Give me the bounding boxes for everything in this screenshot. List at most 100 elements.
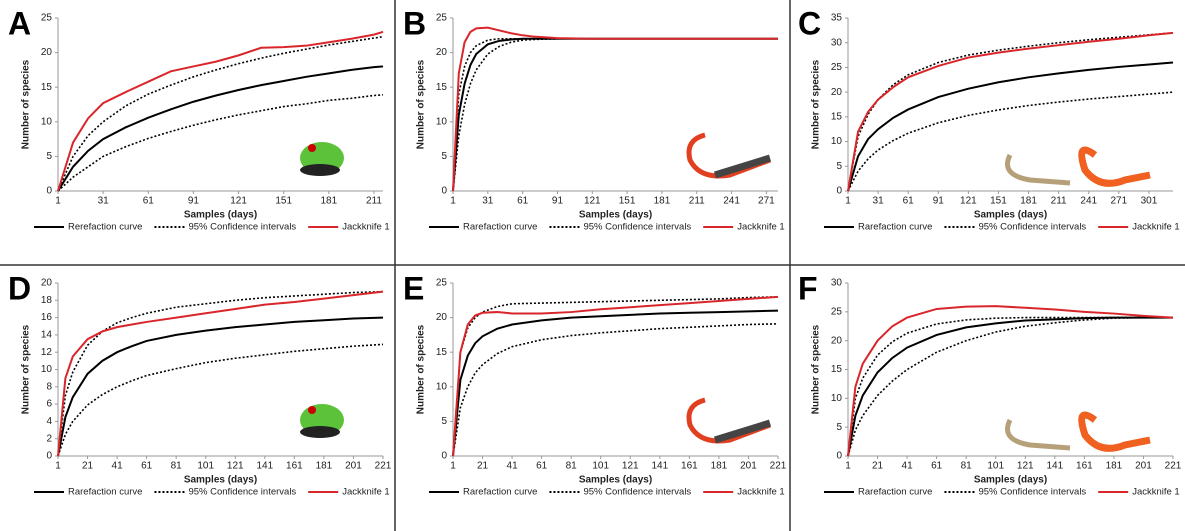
y-tick-label: 30 — [831, 37, 843, 48]
x-tick-label: 301 — [1141, 196, 1158, 207]
legend-label: Jackknife 1 — [737, 222, 785, 233]
panel-letter: B — [403, 5, 426, 41]
x-tick-label: 61 — [903, 196, 915, 207]
x-tick-label: 121 — [1017, 461, 1034, 472]
x-tick-label: 101 — [592, 461, 609, 472]
x-tick-label: 271 — [758, 196, 775, 207]
panel-letter: A — [8, 5, 31, 41]
x-tick-label: 1 — [450, 196, 456, 207]
x-tick-label: 181 — [1106, 461, 1123, 472]
x-tick-label: 271 — [1110, 196, 1127, 207]
y-tick-label: 16 — [41, 312, 53, 323]
x-tick-label: 151 — [990, 196, 1007, 207]
legend-label: Jackknife 1 — [1132, 222, 1180, 233]
x-tick-label: 201 — [345, 461, 362, 472]
y-axis-label: Number of species — [21, 324, 32, 414]
y-tick-label: 12 — [41, 347, 53, 358]
x-tick-label: 31 — [98, 196, 110, 207]
frog-image — [300, 142, 344, 176]
legend-label: Rarefaction curve — [463, 487, 537, 498]
y-tick-label: 6 — [46, 399, 52, 410]
y-tick-label: 8 — [46, 381, 52, 392]
x-tick-label: 21 — [82, 461, 94, 472]
x-tick-label: 221 — [1165, 461, 1182, 472]
x-tick-label: 141 — [651, 461, 668, 472]
legend-label: Jackknife 1 — [737, 487, 785, 498]
x-tick-label: 121 — [584, 196, 601, 207]
legend-label: 95% Confidence intervals — [188, 222, 296, 233]
legend-label: 95% Confidence intervals — [978, 487, 1086, 498]
series-line — [847, 61, 1174, 192]
y-tick-label: 20 — [41, 47, 53, 58]
y-axis-label: Number of species — [416, 324, 427, 414]
chart-panel: A 0 5 10 15 20 25 1 31 61 91 121 151 181 211 Samples (d… — [8, 5, 390, 232]
chart-panel: C 0 5 10 15 20 25 30 35 1 31 61 91 121 151 181 211 241 271… — [798, 5, 1180, 232]
y-tick-label: 20 — [436, 312, 448, 323]
legend-label: Rarefaction curve — [68, 487, 142, 498]
series-line — [57, 316, 384, 457]
x-tick-label: 81 — [171, 461, 183, 472]
panel-letter: E — [403, 270, 424, 306]
y-tick-label: 2 — [46, 433, 52, 444]
y-tick-label: 0 — [836, 186, 842, 197]
series-line — [57, 343, 384, 457]
series-line — [847, 316, 1173, 457]
x-axis-label: Samples (days) — [579, 475, 652, 486]
series-line — [57, 290, 384, 457]
x-axis-label: Samples (days) — [184, 210, 257, 221]
x-tick-label: 221 — [770, 461, 787, 472]
y-tick-label: 25 — [436, 278, 448, 289]
x-tick-label: 141 — [1046, 461, 1063, 472]
y-axis-label: Number of species — [416, 59, 427, 149]
series-line — [57, 290, 384, 457]
x-tick-label: 81 — [566, 461, 578, 472]
y-tick-label: 18 — [41, 295, 53, 306]
y-tick-label: 15 — [436, 82, 448, 93]
x-tick-label: 1 — [55, 196, 61, 207]
y-axis-label: Number of species — [811, 59, 822, 149]
series-line — [847, 316, 1173, 457]
x-tick-label: 181 — [316, 461, 333, 472]
x-tick-label: 241 — [723, 196, 740, 207]
y-tick-label: 25 — [831, 62, 843, 73]
y-tick-label: 20 — [831, 335, 843, 346]
frog-image — [300, 404, 344, 438]
illustrations — [300, 132, 1151, 452]
x-axis-label: Samples (days) — [974, 210, 1047, 221]
y-tick-label: 0 — [46, 451, 52, 462]
y-tick-label: 5 — [836, 161, 842, 172]
y-tick-label: 5 — [441, 416, 447, 427]
x-tick-label: 161 — [286, 461, 303, 472]
x-tick-label: 61 — [143, 196, 155, 207]
y-tick-label: 0 — [441, 186, 447, 197]
x-tick-label: 161 — [1076, 461, 1093, 472]
y-tick-label: 10 — [436, 381, 448, 392]
x-tick-label: 181 — [654, 196, 671, 207]
y-tick-label: 15 — [436, 347, 448, 358]
x-tick-label: 221 — [375, 461, 392, 472]
x-tick-label: 31 — [873, 196, 885, 207]
panel-letter: D — [8, 270, 31, 306]
x-tick-label: 31 — [482, 196, 494, 207]
y-tick-label: 0 — [46, 186, 52, 197]
x-tick-label: 101 — [197, 461, 214, 472]
salamander-image — [686, 132, 772, 179]
x-tick-label: 161 — [681, 461, 698, 472]
series-line — [57, 30, 384, 192]
x-tick-label: 101 — [987, 461, 1004, 472]
series-line — [57, 94, 384, 192]
y-tick-label: 15 — [831, 364, 843, 375]
y-tick-label: 10 — [41, 364, 53, 375]
x-tick-label: 61 — [141, 461, 153, 472]
series-line — [847, 32, 1174, 192]
y-tick-label: 5 — [46, 151, 52, 162]
y-tick-label: 10 — [831, 393, 843, 404]
legend-label: Jackknife 1 — [342, 487, 390, 498]
x-tick-label: 21 — [872, 461, 884, 472]
y-tick-label: 25 — [41, 13, 53, 24]
y-tick-label: 15 — [831, 111, 843, 122]
panel-letter: F — [798, 270, 818, 306]
x-tick-label: 91 — [552, 196, 564, 207]
y-tick-label: 0 — [836, 451, 842, 462]
